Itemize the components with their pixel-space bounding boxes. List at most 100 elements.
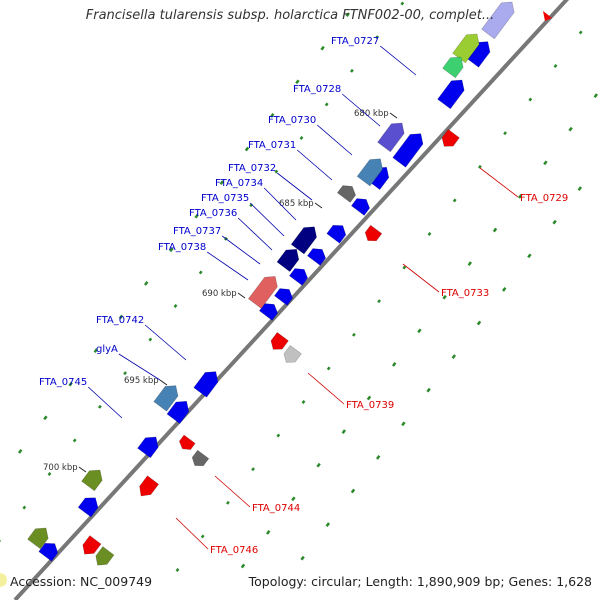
- forward-gene-label: glyA: [96, 344, 118, 355]
- guide-dot: [378, 300, 380, 302]
- forward-gene-label: FTA_0730: [268, 115, 316, 126]
- forward-gene-label: FTA_0735: [201, 193, 249, 204]
- corner-yellow-feature: [0, 573, 7, 587]
- feature-tracks: [28, 2, 515, 565]
- colored-feature-box: [248, 276, 277, 308]
- forward-leader-line: [207, 252, 248, 280]
- guide-dot: [555, 65, 557, 67]
- guide-dot: [296, 80, 298, 83]
- reverse-colored-box: [96, 547, 114, 566]
- guide-dot: [479, 166, 481, 168]
- tick-label: 685 kbp: [279, 199, 314, 209]
- guide-dot: [353, 334, 355, 336]
- forward-leader-line: [238, 218, 272, 250]
- guide-dot: [242, 564, 244, 567]
- reverse-gene-label: FTA_0746: [210, 545, 258, 556]
- forward-leader-line: [145, 325, 186, 360]
- guide-dot: [401, 2, 403, 4]
- forward-leader-line: [297, 150, 332, 180]
- guide-dot: [301, 137, 303, 139]
- guide-dot: [377, 456, 379, 459]
- forward-leader-line: [88, 387, 122, 418]
- gene-labels: FTA_0727FTA_0728FTA_0730FTA_0731FTA_0732…: [39, 36, 568, 556]
- guide-dot: [177, 569, 179, 571]
- reverse-leader-line: [403, 264, 439, 292]
- reverse-gene-arrow: [365, 225, 382, 241]
- accession-text: Accession: NC_009749: [10, 574, 152, 589]
- tick-label: 680 kbp: [354, 109, 389, 119]
- guide-dot: [595, 94, 597, 97]
- guide-dot: [553, 221, 555, 224]
- forward-gene-label: FTA_0734: [215, 178, 263, 189]
- forward-gene-arrow: [438, 80, 465, 109]
- guide-dot: [544, 161, 546, 164]
- guide-dot: [175, 305, 177, 307]
- guide-dot: [402, 422, 404, 425]
- guide-dot: [528, 254, 530, 257]
- guide-dot: [19, 450, 21, 453]
- guide-dot: [403, 266, 405, 268]
- guide-dot: [328, 367, 330, 369]
- reverse-colored-box: [192, 450, 209, 466]
- forward-gene-arrow: [194, 372, 218, 398]
- reverse-gene-label: FTA_0729: [520, 193, 568, 204]
- tick-label: 700 kbp: [43, 463, 78, 473]
- reverse-leader-line: [176, 518, 208, 549]
- guide-dot: [393, 363, 395, 366]
- tick-mark: [315, 203, 322, 208]
- forward-gene-label: FTA_0737: [173, 226, 221, 237]
- forward-leader-line: [222, 236, 260, 264]
- guide-dot: [124, 372, 126, 374]
- forward-gene-label: FTA_0745: [39, 377, 87, 388]
- guide-dot: [49, 473, 51, 475]
- guide-dot: [321, 47, 323, 50]
- tick-label: 695 kbp: [124, 376, 159, 386]
- forward-gene-label: FTA_0736: [189, 208, 237, 219]
- reverse-gene-arrow: [140, 476, 159, 496]
- guide-dot: [252, 468, 254, 470]
- tick-mark: [238, 293, 245, 298]
- reverse-gene-label: FTA_0733: [441, 288, 489, 299]
- guide-dot: [580, 31, 582, 33]
- guide-dot: [149, 338, 151, 340]
- guide-dot: [317, 464, 319, 467]
- reverse-colored-box: [284, 345, 301, 362]
- colored-feature-box: [443, 57, 464, 78]
- guide-dot: [569, 128, 571, 131]
- guide-dot: [454, 199, 456, 201]
- guide-dot: [351, 70, 353, 72]
- guide-dot: [23, 506, 25, 508]
- guide-dot: [292, 497, 294, 500]
- guide-dot: [494, 228, 496, 231]
- forward-gene-label: FTA_0727: [331, 36, 379, 47]
- forward-leader-line: [277, 173, 312, 200]
- guide-dot: [145, 282, 147, 285]
- guide-dot: [478, 321, 480, 324]
- forward-gene-label: FTA_0732: [228, 163, 276, 174]
- reverse-gene-arrow: [179, 435, 195, 450]
- guide-dot: [529, 98, 531, 100]
- guide-dot: [343, 430, 345, 433]
- guide-dot: [326, 103, 328, 105]
- guide-dot: [327, 523, 329, 526]
- forward-leader-line: [317, 125, 352, 155]
- guide-dot: [303, 401, 305, 403]
- colored-feature-box: [82, 470, 103, 491]
- guide-dot: [429, 233, 431, 235]
- guide-dot: [469, 262, 471, 265]
- guide-dot: [503, 288, 505, 291]
- reverse-gene-label: FTA_0744: [252, 503, 300, 514]
- forward-gene-arrow: [138, 437, 159, 458]
- tick-mark: [390, 113, 397, 118]
- guide-dot: [301, 557, 303, 560]
- guide-dot: [227, 502, 229, 504]
- forward-gene-arrow: [351, 199, 369, 216]
- reverse-gene-label: FTA_0739: [346, 400, 394, 411]
- forward-gene-label: FTA_0742: [96, 315, 144, 326]
- reverse-leader-line: [215, 476, 250, 507]
- tick-mark: [79, 467, 86, 472]
- colored-feature-box: [277, 249, 299, 271]
